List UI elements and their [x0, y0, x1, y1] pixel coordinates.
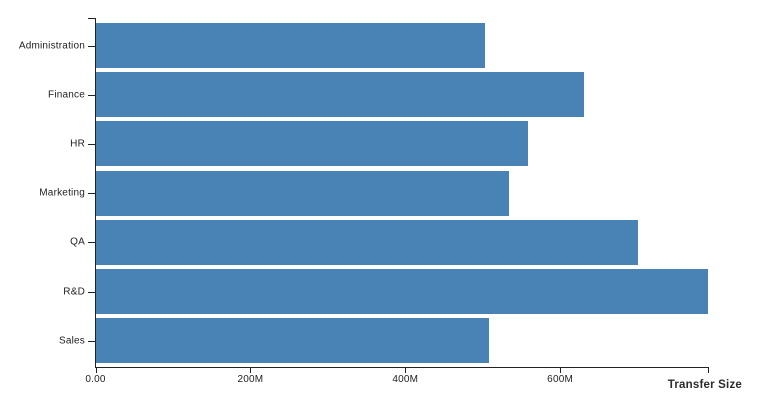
x-axis-tick-label: 400M [392, 374, 419, 385]
y-axis-tick [88, 341, 96, 342]
y-axis-tick [88, 144, 96, 145]
y-axis-label: Finance [48, 89, 85, 101]
bar-sales[interactable] [96, 318, 489, 364]
bar-finance[interactable] [96, 72, 585, 118]
bar-r-d[interactable] [96, 269, 708, 314]
bar-marketing[interactable] [96, 170, 509, 216]
x-axis-outer-tick [708, 367, 709, 373]
x-axis-tick [405, 367, 406, 373]
x-axis-tick [96, 367, 97, 373]
y-axis-tick [88, 95, 96, 96]
x-axis-tick [250, 367, 251, 373]
y-axis-label: Administration [18, 40, 85, 51]
x-axis-tick-label: 0.00 [85, 374, 106, 385]
y-axis-label: Sales [58, 335, 85, 347]
y-axis-label: QA [70, 236, 85, 248]
y-axis-outer-tick [88, 18, 96, 19]
bar-administration[interactable] [96, 23, 485, 68]
y-axis-label: Marketing [39, 187, 85, 199]
bar-hr[interactable] [96, 121, 529, 167]
x-axis-tick [560, 367, 561, 373]
x-axis-tick-label: 200M [237, 374, 264, 385]
y-axis-tick [88, 46, 96, 47]
x-axis-title: Transfer Size [667, 379, 742, 391]
y-axis-label: R&D [63, 286, 85, 297]
x-axis-line [95, 367, 709, 368]
y-axis-label: HR [70, 138, 85, 150]
y-axis-tick [88, 292, 96, 293]
y-axis-tick [88, 242, 96, 243]
bar-qa[interactable] [96, 219, 639, 265]
x-axis-tick-label: 600M [547, 374, 574, 385]
y-axis-tick [88, 193, 96, 194]
